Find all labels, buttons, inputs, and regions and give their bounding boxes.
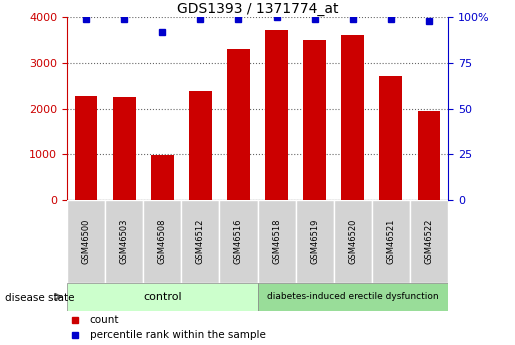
Text: GSM46500: GSM46500: [81, 219, 91, 264]
Bar: [227, 49, 250, 200]
Text: diabetes-induced erectile dysfunction: diabetes-induced erectile dysfunction: [267, 292, 439, 301]
Text: GSM46516: GSM46516: [234, 219, 243, 264]
Text: GSM46521: GSM46521: [386, 219, 396, 264]
Text: GSM46512: GSM46512: [196, 219, 205, 264]
Text: percentile rank within the sample: percentile rank within the sample: [90, 331, 266, 340]
Bar: [258, 200, 296, 283]
Bar: [380, 76, 402, 200]
Bar: [105, 200, 143, 283]
Text: count: count: [90, 315, 119, 325]
Bar: [143, 200, 181, 283]
Bar: [296, 200, 334, 283]
Text: GSM46522: GSM46522: [424, 219, 434, 264]
Bar: [372, 200, 410, 283]
Bar: [303, 40, 326, 200]
Bar: [181, 200, 219, 283]
Text: GSM46520: GSM46520: [348, 219, 357, 264]
Bar: [265, 30, 288, 200]
Title: GDS1393 / 1371774_at: GDS1393 / 1371774_at: [177, 2, 338, 16]
Bar: [189, 91, 212, 200]
Text: GSM46518: GSM46518: [272, 219, 281, 264]
Bar: [219, 200, 258, 283]
Bar: [113, 97, 135, 200]
Text: GSM46503: GSM46503: [119, 219, 129, 264]
Bar: [341, 34, 364, 200]
Bar: [75, 96, 97, 200]
Bar: [258, 283, 448, 310]
Text: GSM46508: GSM46508: [158, 219, 167, 264]
Text: control: control: [143, 292, 182, 302]
Bar: [67, 283, 258, 310]
Bar: [418, 111, 440, 200]
Bar: [334, 200, 372, 283]
Text: GSM46519: GSM46519: [310, 219, 319, 264]
Bar: [410, 200, 448, 283]
Text: disease state: disease state: [5, 294, 75, 303]
Bar: [151, 155, 174, 200]
Bar: [67, 200, 105, 283]
